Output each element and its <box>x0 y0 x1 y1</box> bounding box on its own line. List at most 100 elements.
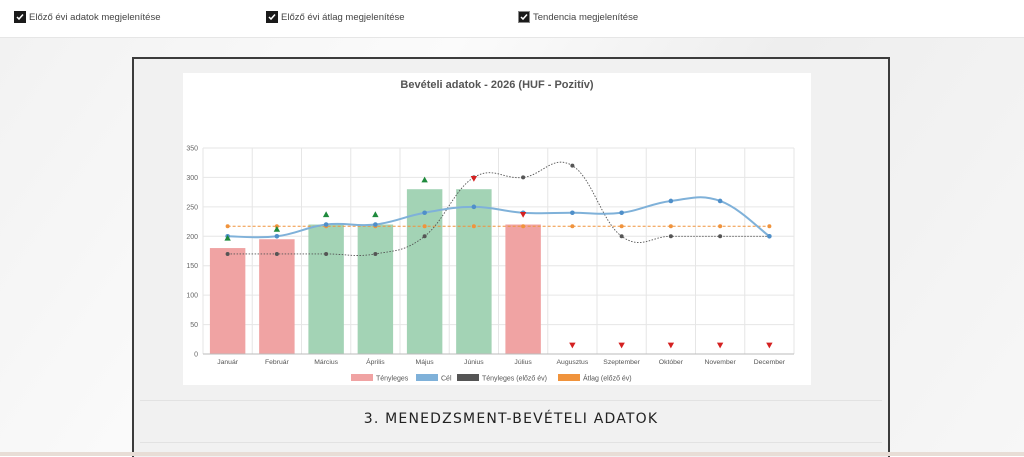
check-icon <box>16 14 24 21</box>
point-target <box>422 210 427 216</box>
x-tick-label: December <box>754 359 786 366</box>
point-prev-year <box>521 175 526 180</box>
divider <box>140 442 882 443</box>
legend-swatch <box>351 374 373 381</box>
x-tick-label: Szeptember <box>603 359 640 366</box>
bar-actual <box>357 224 394 354</box>
point-target <box>619 210 624 216</box>
legend-label: Tényleges (előző év) <box>482 376 547 383</box>
chart-title: Bevételi adatok - 2026 (HUF - Pozitív) <box>400 79 593 91</box>
point-average <box>422 224 427 229</box>
trend-up-marker <box>273 226 281 232</box>
bar-actual <box>308 224 344 354</box>
legend-label: Cél <box>441 376 452 383</box>
y-tick-label: 150 <box>186 263 198 270</box>
trend-down-marker <box>667 342 675 349</box>
point-target <box>767 233 772 239</box>
x-tick-label: November <box>704 359 736 366</box>
point-target <box>717 198 723 204</box>
section-title: 3. MENEDZSMENT-BEVÉTELI ADATOK <box>363 411 659 427</box>
point-prev-year <box>225 251 230 256</box>
toggle-prev-year-average[interactable]: Előző évi átlag megjelenítése <box>266 11 405 23</box>
legend-item: Tényleges <box>351 374 409 383</box>
x-tick-label: Május <box>416 359 435 366</box>
legend-label: Tényleges <box>376 376 409 383</box>
legend-swatch <box>457 374 479 381</box>
point-average <box>471 224 476 229</box>
bar-actual <box>456 189 492 354</box>
trend-down-marker <box>716 342 724 349</box>
check-icon <box>520 14 528 21</box>
x-tick-label: Április <box>366 357 385 366</box>
point-prev-year <box>718 234 723 239</box>
x-tick-label: Március <box>314 359 338 366</box>
toggle-prev-year-data[interactable]: Előző évi adatok megjelenítése <box>14 11 161 23</box>
trend-down-marker <box>519 211 527 218</box>
x-tick-label: Augusztus <box>557 359 589 366</box>
trend-up-marker <box>372 211 379 218</box>
checkbox-prev-year-data[interactable] <box>14 11 26 23</box>
checkbox-prev-year-average[interactable] <box>266 11 278 23</box>
x-tick-label: Július <box>514 359 532 366</box>
y-tick-label: 50 <box>190 322 198 329</box>
checkbox-trend[interactable] <box>518 11 530 23</box>
bar-actual <box>505 224 541 354</box>
y-tick-label: 300 <box>186 175 198 182</box>
point-prev-year <box>668 234 673 239</box>
point-target <box>323 222 329 227</box>
legend-label: Átlag (előző év) <box>583 374 632 383</box>
bar-actual <box>406 189 443 354</box>
point-average <box>225 224 230 229</box>
y-tick-label: 100 <box>186 293 198 300</box>
legend-item: Tényleges (előző év) <box>457 374 547 383</box>
legend-swatch <box>416 374 438 381</box>
toggle-label: Előző évi adatok megjelenítése <box>29 11 161 23</box>
options-bar: Előző évi adatok megjelenítése Előző évi… <box>0 0 1024 38</box>
legend-swatch <box>558 374 580 381</box>
x-tick-label: Október <box>659 359 684 366</box>
point-prev-year <box>570 163 575 168</box>
x-tick-label: Június <box>464 359 484 366</box>
point-prev-year <box>619 234 624 239</box>
legend-item: Átlag (előző év) <box>558 374 632 383</box>
check-icon <box>268 14 276 21</box>
bar-actual <box>209 248 246 354</box>
x-tick-label: Február <box>265 359 290 366</box>
series-line-target <box>227 196 770 239</box>
x-tick-label: Január <box>217 359 239 366</box>
y-tick-label: 200 <box>186 234 198 241</box>
y-tick-label: 350 <box>186 146 198 153</box>
trend-down-marker <box>470 176 478 182</box>
trend-up-marker <box>322 211 330 218</box>
trend-down-marker <box>569 342 576 349</box>
revenue-chart: Bevételi adatok - 2026 (HUF - Pozitív) 0… <box>186 79 795 383</box>
footer-strip <box>0 452 1024 456</box>
y-tick-label: 250 <box>186 204 198 211</box>
point-target <box>668 198 674 204</box>
point-average <box>619 224 624 229</box>
chart-card: Bevételi adatok - 2026 (HUF - Pozitív) 0… <box>183 73 811 385</box>
point-target <box>570 210 575 216</box>
point-average <box>767 224 772 229</box>
point-target <box>471 204 477 210</box>
toggle-trend[interactable]: Tendencia megjelenítése <box>518 11 638 23</box>
point-target <box>373 222 378 227</box>
point-average <box>570 224 575 229</box>
point-prev-year <box>422 234 427 239</box>
trend-down-marker <box>766 342 773 349</box>
divider <box>140 400 882 401</box>
trend-down-marker <box>618 342 625 349</box>
toggle-label: Tendencia megjelenítése <box>533 11 639 23</box>
point-average <box>718 224 723 229</box>
point-prev-year <box>274 251 279 256</box>
bar-actual <box>259 239 295 354</box>
point-average <box>668 224 673 229</box>
y-tick-label: 0 <box>194 352 198 359</box>
point-average <box>521 224 526 229</box>
trend-up-marker <box>224 234 231 241</box>
trend-up-marker <box>421 176 428 183</box>
toggle-label: Előző évi átlag megjelenítése <box>281 11 405 23</box>
point-prev-year <box>373 251 378 256</box>
point-prev-year <box>324 251 329 256</box>
legend-item: Cél <box>416 374 452 383</box>
